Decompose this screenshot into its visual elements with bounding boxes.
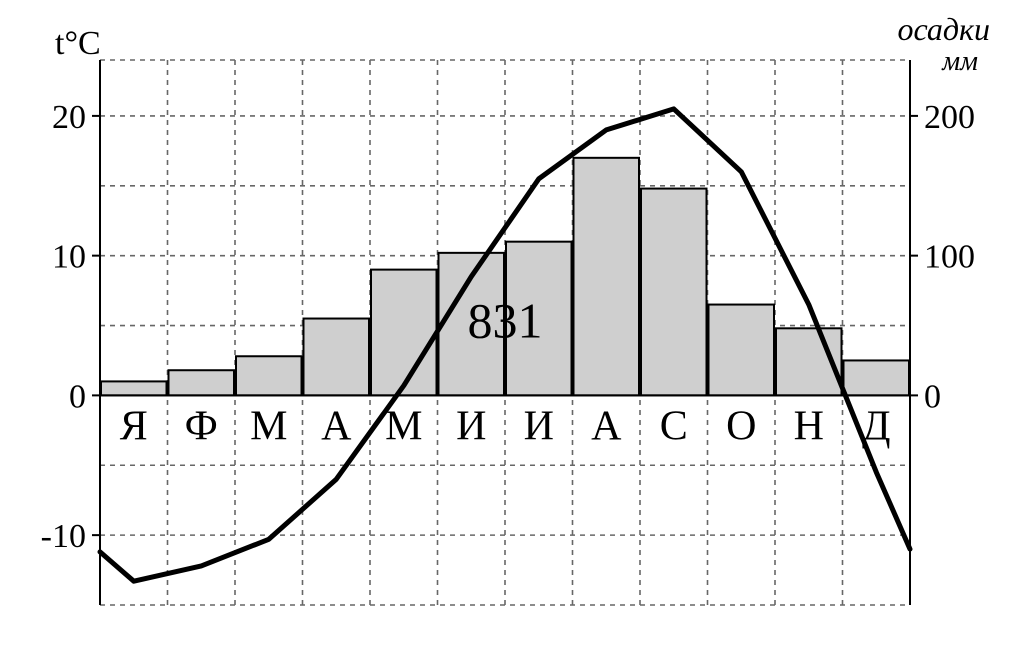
precip-bar (574, 158, 640, 396)
month-label: И (524, 403, 554, 449)
month-label: А (591, 403, 622, 449)
precip-bar (641, 189, 707, 396)
right-axis-title: осадки (897, 11, 990, 47)
month-label: М (385, 403, 422, 449)
month-label: М (250, 403, 287, 449)
left-tick-label: 10 (52, 239, 86, 276)
left-tick-label: 0 (69, 378, 86, 415)
precip-bar (101, 381, 167, 395)
precip-bar (844, 360, 910, 395)
month-label: С (660, 403, 688, 449)
month-label: Н (794, 403, 824, 449)
month-label: Я (120, 403, 148, 449)
month-label: Д (862, 403, 891, 449)
climograph: t°Cосадкимм-10010200100200ЯФМАМИИАСОНД83… (0, 0, 1009, 649)
month-label: А (321, 403, 352, 449)
right-tick-label: 200 (924, 99, 975, 136)
left-tick-label: -10 (41, 518, 86, 555)
right-axis-unit: мм (941, 46, 978, 77)
precip-bar (236, 356, 302, 395)
right-tick-label: 0 (924, 378, 941, 415)
left-tick-label: 20 (52, 99, 86, 136)
total-precip-annotation: 831 (468, 293, 543, 349)
left-axis-title: t°C (55, 25, 101, 62)
precip-bar (304, 319, 370, 396)
precip-bar (371, 270, 437, 396)
month-label: О (726, 403, 756, 449)
precip-bar (169, 370, 235, 395)
month-label: И (456, 403, 486, 449)
precip-bar (709, 305, 775, 396)
right-tick-label: 100 (924, 239, 975, 276)
month-label: Ф (185, 403, 218, 449)
